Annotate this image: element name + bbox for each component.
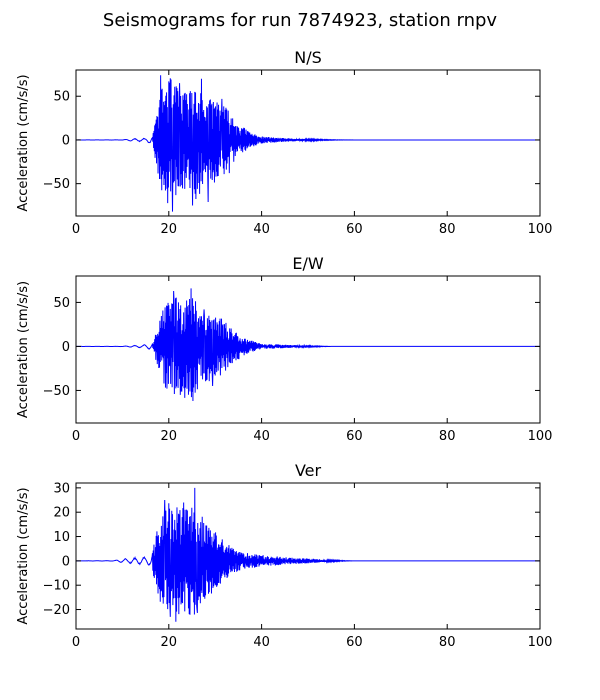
y-tick-label-ver--20: −20 bbox=[43, 603, 70, 618]
y-tick-label-ver-20: 20 bbox=[53, 506, 70, 521]
y-tick-label-n-s-50: 50 bbox=[53, 90, 70, 105]
trace-line-e-w bbox=[76, 288, 540, 401]
y-tick-label-ver-0: 0 bbox=[62, 554, 70, 569]
x-tick-label-n-s-20: 20 bbox=[161, 222, 178, 237]
x-tick-label-ver-80: 80 bbox=[439, 635, 456, 650]
y-tick-label-ver-10: 10 bbox=[53, 530, 70, 545]
y-axis-label-n-s: Acceleration (cm/s/s) bbox=[16, 74, 31, 211]
x-tick-label-n-s-100: 100 bbox=[528, 222, 553, 237]
y-tick-label-ver--10: −10 bbox=[43, 579, 70, 594]
x-tick-label-e-w-40: 40 bbox=[253, 429, 270, 444]
x-tick-label-ver-60: 60 bbox=[346, 635, 363, 650]
y-tick-label-ver-30: 30 bbox=[53, 481, 70, 496]
trace-line-n-s bbox=[76, 75, 540, 212]
panel-title-e-w: E/W bbox=[292, 254, 324, 273]
panel-title-ver: Ver bbox=[295, 461, 322, 480]
y-tick-label-e-w-0: 0 bbox=[62, 340, 70, 355]
x-tick-label-ver-100: 100 bbox=[528, 635, 553, 650]
x-tick-label-ver-0: 0 bbox=[72, 635, 80, 650]
figure-title: Seismograms for run 7874923, station rnp… bbox=[102, 10, 498, 31]
y-tick-label-n-s-0: 0 bbox=[62, 133, 70, 148]
y-tick-label-n-s--50: −50 bbox=[43, 177, 70, 192]
x-tick-label-n-s-0: 0 bbox=[72, 222, 80, 237]
x-tick-label-e-w-80: 80 bbox=[439, 429, 456, 444]
y-tick-label-e-w--50: −50 bbox=[43, 384, 70, 399]
y-axis-label-e-w: Acceleration (cm/s/s) bbox=[16, 281, 31, 418]
x-tick-label-e-w-100: 100 bbox=[528, 429, 553, 444]
y-axis-label-ver: Acceleration (cm/s/s) bbox=[16, 487, 31, 624]
x-tick-label-e-w-60: 60 bbox=[346, 429, 363, 444]
x-tick-label-n-s-40: 40 bbox=[253, 222, 270, 237]
x-tick-label-ver-20: 20 bbox=[161, 635, 178, 650]
x-tick-label-e-w-0: 0 bbox=[72, 429, 80, 444]
y-tick-label-e-w-50: 50 bbox=[53, 296, 70, 311]
x-tick-label-e-w-20: 20 bbox=[161, 429, 178, 444]
axes-frame-n-s bbox=[75, 69, 541, 217]
trace-line-ver bbox=[76, 487, 540, 622]
axes-frame-e-w bbox=[75, 275, 541, 424]
x-tick-label-ver-40: 40 bbox=[253, 635, 270, 650]
x-tick-label-n-s-80: 80 bbox=[439, 222, 456, 237]
panel-title-n-s: N/S bbox=[294, 48, 322, 67]
axes-frame-ver bbox=[75, 482, 541, 630]
x-tick-label-n-s-60: 60 bbox=[346, 222, 363, 237]
